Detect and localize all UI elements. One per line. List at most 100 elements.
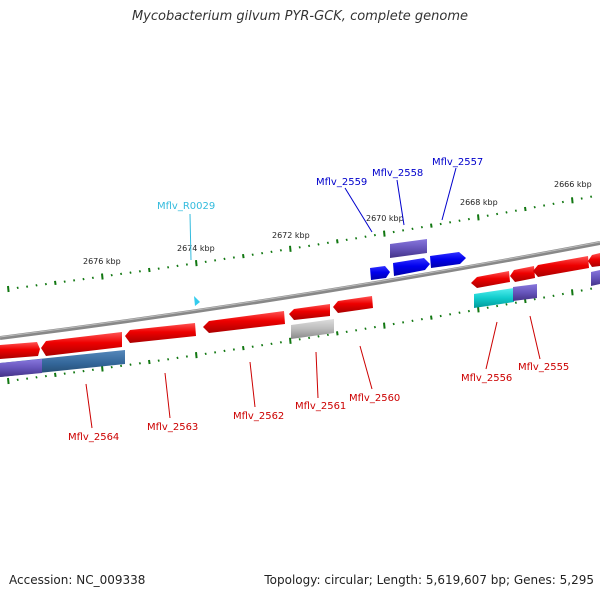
tick-mark	[430, 315, 433, 320]
tick-mark	[232, 348, 235, 351]
tick-mark	[63, 280, 66, 283]
gene-label-mflv-2556[interactable]: Mflv_2556	[461, 373, 512, 384]
kbp-label-2668: 2668 kbp	[460, 198, 498, 207]
tick-mark	[420, 225, 423, 229]
tick-mark	[590, 287, 593, 290]
tick-mark	[486, 214, 489, 217]
tick-mark	[279, 341, 282, 344]
tick-mark	[176, 356, 179, 360]
tick-mark	[148, 359, 151, 365]
gene-feature-mflv-2563[interactable]	[125, 323, 196, 343]
tick-mark	[458, 311, 461, 314]
kbp-label-2676: 2676 kbp	[83, 257, 121, 266]
gene-label-mflv-2558[interactable]: Mflv_2558	[372, 168, 423, 179]
gene-feature-mflv-2560[interactable]	[333, 296, 373, 313]
tick-mark	[430, 223, 433, 228]
tick-mark	[185, 263, 188, 266]
tick-mark	[364, 327, 367, 330]
tick-mark	[185, 355, 188, 358]
tick-mark	[326, 241, 329, 245]
domain-block-purple-edge[interactable]	[591, 270, 600, 286]
gene-feature-mflv-2557[interactable]	[430, 252, 466, 268]
tick-mark	[552, 202, 555, 206]
gene-label-mflv-2555[interactable]: Mflv_2555	[518, 362, 569, 373]
tick-mark	[289, 337, 292, 344]
tick-mark	[167, 266, 170, 269]
tick-mark	[336, 331, 339, 336]
domain-block-purple-left[interactable]	[0, 359, 42, 377]
tick-mark	[317, 335, 320, 338]
tick-mark	[439, 314, 442, 318]
gene-feature-mflv-2558[interactable]	[393, 258, 430, 276]
tick-mark	[44, 282, 47, 286]
tick-mark	[44, 374, 47, 378]
gene-feature-2553[interactable]	[588, 253, 600, 267]
gene-feature-mflv-2555[interactable]	[510, 266, 535, 282]
tick-mark	[467, 217, 470, 221]
tick-mark	[364, 235, 367, 238]
tick-mark	[477, 306, 480, 313]
tick-mark	[167, 358, 170, 361]
tick-mark	[458, 219, 461, 222]
tick-mark	[7, 377, 10, 385]
domain-block-purple-right[interactable]	[513, 284, 537, 301]
tick-mark	[543, 296, 546, 299]
tick-marks-upper	[7, 195, 593, 293]
tick-mark	[580, 289, 583, 292]
gene-label-mflv-2559[interactable]: Mflv_2559	[316, 177, 367, 188]
tick-mark	[552, 294, 555, 298]
tick-mark	[223, 257, 226, 261]
gene-feature-mflv-2564[interactable]	[41, 332, 122, 356]
tick-mark	[477, 214, 480, 221]
tick-mark	[214, 351, 217, 354]
tick-mark	[420, 317, 423, 321]
tick-mark	[54, 372, 57, 378]
gene-label-mflv-2557[interactable]: Mflv_2557	[432, 157, 483, 168]
domain-block-cyan[interactable]	[474, 288, 514, 308]
gene-label-mflv-2564[interactable]: Mflv_2564	[68, 432, 119, 443]
trna-feature-mflv-r0029[interactable]	[194, 296, 200, 306]
domain-block-upper-purple[interactable]	[390, 239, 427, 258]
gene-label-mflv-2561[interactable]: Mflv_2561	[295, 401, 346, 412]
tick-mark	[26, 285, 29, 288]
tick-mark	[533, 297, 536, 301]
tick-mark	[91, 368, 94, 372]
tick-mark	[308, 336, 311, 340]
tick-mark	[129, 271, 132, 274]
tick-mark	[505, 303, 508, 306]
kbp-label-2674: 2674 kbp	[177, 244, 215, 253]
tick-mark	[514, 301, 517, 304]
tick-mark	[561, 200, 564, 204]
tick-mark	[176, 264, 179, 268]
tick-mark	[514, 209, 517, 212]
tick-mark	[195, 352, 198, 359]
tick-mark	[204, 352, 207, 356]
gene-label-mflv-2563[interactable]: Mflv_2563	[147, 422, 198, 433]
gene-feature-mflv-2561[interactable]	[289, 304, 330, 320]
tick-mark	[195, 260, 198, 267]
tick-marks-lower	[7, 287, 593, 385]
tick-mark	[298, 338, 301, 341]
domain-block-gray[interactable]	[291, 319, 334, 339]
gene-label-mflv-2560[interactable]: Mflv_2560	[349, 393, 400, 404]
tick-mark	[439, 222, 442, 226]
tick-mark	[138, 270, 141, 273]
gene-label-mflv-r0029[interactable]: Mflv_R0029	[157, 201, 215, 212]
tick-mark	[533, 205, 536, 209]
gene-feature-mflv-2562[interactable]	[203, 311, 285, 333]
gene-feature-mflv-2556[interactable]	[471, 271, 510, 288]
tick-mark	[571, 289, 574, 296]
tick-mark	[411, 227, 414, 231]
tick-mark	[289, 245, 292, 252]
gene-feature-2554[interactable]	[533, 256, 589, 277]
tick-mark	[157, 359, 160, 362]
tick-mark	[129, 363, 132, 366]
gene-label-mflv-2562[interactable]: Mflv_2562	[233, 411, 284, 422]
gene-labels-lower: Mflv_2564 Mflv_2563 Mflv_2562 Mflv_2561 …	[68, 315, 569, 443]
tick-mark	[101, 273, 104, 280]
gene-feature-mflv-2559[interactable]	[370, 266, 390, 280]
gene-feature-2565[interactable]	[0, 342, 40, 359]
tick-mark	[101, 365, 104, 372]
tick-mark	[110, 365, 113, 369]
tick-mark	[35, 284, 38, 287]
